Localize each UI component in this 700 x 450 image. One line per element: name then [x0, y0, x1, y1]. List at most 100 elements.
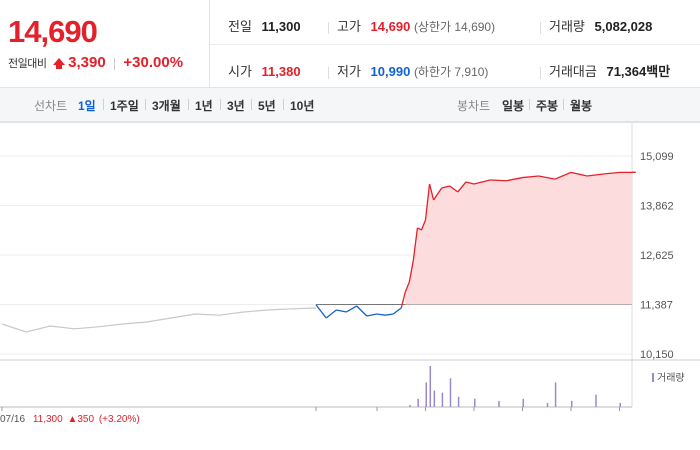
tab-monthly-candle[interactable]: 월봉: [570, 99, 593, 113]
amount-label: 거래대금: [549, 64, 597, 79]
volume-bar: [554, 382, 557, 407]
amount-value: 71,364: [606, 64, 647, 79]
y-tick-label: 12,625: [640, 250, 674, 262]
volume-legend-label: 거래량: [657, 372, 685, 384]
tab-10year[interactable]: 10년: [290, 99, 315, 113]
volume-bar: [417, 398, 419, 407]
price-segment-up: [587, 173, 604, 177]
prev-day-line: [1, 307, 317, 333]
volume-bar: [522, 398, 524, 407]
tab-divider: [188, 99, 189, 110]
low-label: 저가: [337, 64, 361, 79]
volume-bars: [409, 366, 621, 407]
tab-1day[interactable]: 1일: [78, 99, 96, 113]
volume-bar: [498, 400, 500, 407]
volume-bar: [441, 392, 444, 407]
tab-divider: [145, 99, 146, 110]
prev-close-cell: 전일 11,300: [228, 16, 301, 35]
change-amount: 3,390: [68, 54, 106, 71]
divider: [328, 21, 329, 34]
price-segment-down: [336, 309, 347, 313]
divider: [540, 21, 541, 34]
tab-divider: [251, 99, 252, 110]
chart-period-tabs: 선차트 1일 1주일 3개월 1년 3년 5년 10년 봉차트 일봉 주봉 월봉: [0, 88, 700, 122]
x-axis: 07/1710:0011:0012:0013:0014:0015:00: [1, 407, 620, 411]
tab-weekly-candle[interactable]: 주봉: [536, 99, 559, 113]
price-segment-up: [570, 171, 588, 177]
change-row: 전일대비 3,390 +30.00%: [8, 54, 183, 71]
price-segment-up: [412, 227, 419, 261]
prev-close-value: 11,300: [261, 19, 301, 34]
grid: [0, 122, 700, 408]
above-prev-close-fill: [405, 172, 636, 305]
current-price-box: 14,690 전일대비 3,390 +30.00%: [0, 0, 210, 88]
tab-divider: [283, 99, 284, 110]
volume-label: 거래량: [549, 19, 585, 34]
y-tick-label: 10,150: [640, 349, 674, 361]
volume-bar: [619, 402, 621, 407]
price-segment-up: [404, 281, 410, 293]
price-segment-up: [506, 176, 523, 182]
divider: [114, 57, 116, 70]
low-cell: 저가 10,990 (하한가 7,910): [328, 61, 488, 80]
price-segment-up: [420, 219, 427, 231]
tab-3month[interactable]: 3개월: [152, 99, 181, 113]
price-segment-up: [457, 181, 467, 193]
price-lines: [1, 171, 636, 333]
price-segment-up: [433, 187, 443, 201]
tab-1week[interactable]: 1주일: [110, 99, 139, 113]
tab-3year[interactable]: 3년: [227, 99, 245, 113]
tab-5year[interactable]: 5년: [258, 99, 276, 113]
high-value: 14,690: [370, 19, 411, 34]
price-segment-down: [325, 309, 337, 319]
price-segment-up: [473, 179, 491, 185]
tab-1year[interactable]: 1년: [195, 99, 213, 113]
prev-day-up-icon: ▲: [67, 414, 78, 425]
price-segment-up: [428, 183, 435, 201]
lower-limit: (하한가 7,910): [413, 65, 489, 79]
price-summary: 14,690 전일대비 3,390 +30.00% 전일 11,300 시가 1…: [0, 0, 700, 88]
y-tick-label: 15,099: [640, 151, 674, 163]
y-tick-label: 11,387: [640, 300, 673, 312]
price-segment-up: [449, 185, 459, 193]
price-segment-up: [603, 171, 620, 175]
price-segment-down: [356, 305, 368, 317]
tab-daily-candle[interactable]: 일봉: [502, 99, 525, 113]
volume-bar: [457, 396, 460, 407]
open-cell: 시가 11,380: [228, 61, 301, 80]
prev-day-pct: (+3.20%): [98, 414, 140, 425]
price-segment-up: [522, 175, 539, 179]
volume-cell: 거래량 5,082,028: [540, 16, 652, 35]
price-segment-down: [392, 307, 402, 315]
price-segment-up: [417, 227, 422, 231]
tab-divider: [563, 99, 564, 110]
volume-bar: [546, 402, 549, 407]
volume-bar: [429, 366, 432, 407]
current-price: 14,690: [8, 14, 98, 49]
high-cell: 고가 14,690 (상한가 14,690): [328, 16, 495, 35]
volume-value: 5,082,028: [594, 19, 653, 34]
tab-divider: [529, 99, 530, 110]
price-segment-up: [465, 181, 475, 185]
price-segment-down: [315, 304, 327, 319]
price-segment-down: [384, 313, 394, 316]
price-segment-up: [408, 259, 415, 283]
high-label: 고가: [337, 19, 361, 34]
prev-day-change: 350: [77, 414, 95, 425]
price-segment-down: [376, 313, 386, 316]
volume-bar: [433, 390, 436, 407]
volume-legend: 거래량: [652, 372, 685, 384]
intraday-chart: 15,099 13,862 12,625 11,387 10,150 07/1710:0…: [0, 122, 700, 412]
open-label: 시가: [228, 64, 252, 79]
price-segment-down: [346, 305, 357, 313]
tab-divider: [220, 99, 221, 110]
volume-bar: [449, 378, 452, 407]
price-area: [405, 172, 636, 305]
volume-bar: [571, 400, 573, 407]
y-tick-label: 13,862: [640, 201, 674, 213]
tab-divider: [103, 99, 104, 110]
price-segment-down: [366, 313, 378, 317]
amount-unit: 백만: [646, 64, 671, 79]
prev-close-label: 전일: [228, 19, 252, 34]
